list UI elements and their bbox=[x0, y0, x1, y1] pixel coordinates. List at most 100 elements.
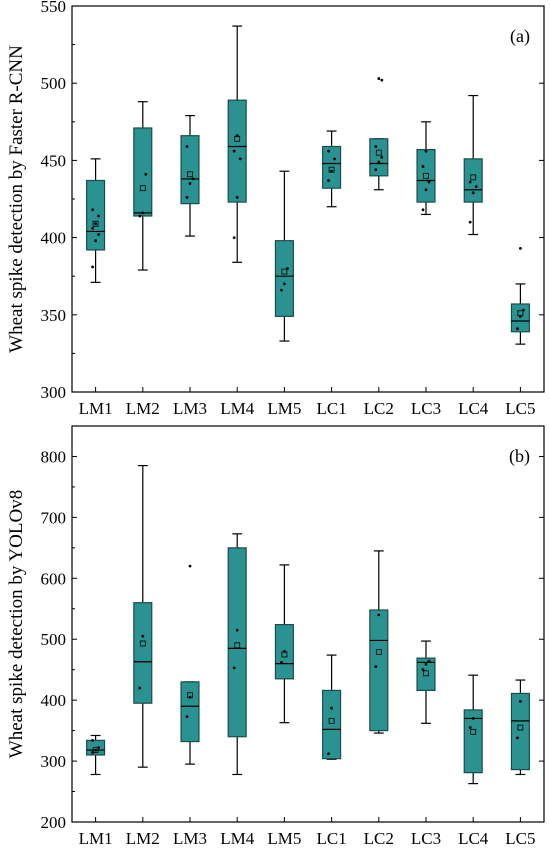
data-point bbox=[91, 208, 94, 212]
data-point bbox=[468, 220, 472, 224]
data-point bbox=[283, 650, 286, 653]
data-point bbox=[144, 172, 148, 176]
mean-marker bbox=[234, 642, 241, 649]
x-tick-label: LM2 bbox=[126, 829, 160, 848]
x-tick-label: LM1 bbox=[79, 829, 113, 848]
data-point bbox=[327, 752, 330, 756]
y-tick-label: 350 bbox=[41, 306, 67, 325]
y-tick-label: 500 bbox=[41, 630, 67, 649]
data-point bbox=[97, 233, 100, 236]
box-lc2 bbox=[369, 550, 389, 734]
data-point bbox=[374, 168, 378, 172]
mean-marker bbox=[470, 174, 477, 181]
iqr-box bbox=[180, 135, 200, 205]
x-tick-label: LM3 bbox=[173, 829, 207, 848]
x-tick-label: LC2 bbox=[364, 399, 394, 418]
box-lc5 bbox=[510, 679, 530, 776]
data-point bbox=[94, 239, 97, 243]
panel-b-yolov8: 200 300 400 500 600 700 800 Wheat spike detecti… bbox=[6, 425, 545, 848]
x-tick-label: LM3 bbox=[173, 399, 207, 418]
data-point bbox=[188, 695, 192, 699]
data-point bbox=[235, 196, 239, 199]
data-point bbox=[94, 748, 97, 752]
x-tick-label: LC5 bbox=[505, 399, 535, 418]
data-point bbox=[468, 726, 472, 729]
box-lc4 bbox=[463, 674, 483, 785]
box-lm2 bbox=[133, 101, 153, 271]
y-axis-title: Wheat spike detection by YOLOv8 bbox=[6, 490, 27, 758]
data-point bbox=[522, 308, 525, 312]
box-lc1 bbox=[322, 654, 342, 760]
x-tick-label: LM5 bbox=[267, 829, 301, 848]
y-tick-label: 700 bbox=[41, 508, 67, 527]
data-point bbox=[232, 149, 236, 153]
x-tick-label: LM4 bbox=[220, 829, 255, 848]
x-tick-label: LC3 bbox=[411, 399, 441, 418]
mean-marker bbox=[375, 149, 382, 156]
x-tick-label: LM2 bbox=[126, 399, 160, 418]
panel-label: (a) bbox=[510, 26, 530, 47]
data-point bbox=[94, 222, 97, 226]
data-point bbox=[424, 188, 428, 192]
box-lc3 bbox=[416, 640, 436, 724]
x-tick-label: LM4 bbox=[220, 399, 255, 418]
data-point bbox=[427, 659, 431, 663]
box-lm4 bbox=[227, 533, 247, 776]
iqr-box bbox=[416, 657, 436, 692]
data-point bbox=[424, 149, 428, 153]
data-point bbox=[330, 706, 333, 710]
plot-frame bbox=[71, 425, 545, 823]
data-point bbox=[91, 751, 94, 754]
x-tick-label: LC3 bbox=[411, 829, 441, 848]
iqr-box bbox=[369, 609, 389, 732]
box-lm3 bbox=[180, 115, 200, 237]
iqr-box bbox=[180, 681, 200, 743]
data-point bbox=[333, 157, 336, 161]
data-point bbox=[374, 665, 378, 669]
outlier-point bbox=[188, 564, 192, 568]
mean-marker bbox=[92, 747, 99, 754]
data-point bbox=[97, 214, 100, 218]
y-axis-title: Wheat spike detection by Faster R-CNN bbox=[6, 45, 27, 353]
x-tick-label: LC5 bbox=[505, 829, 535, 848]
data-point bbox=[468, 180, 472, 184]
iqr-box bbox=[369, 138, 389, 177]
data-point bbox=[516, 736, 519, 740]
y-tick-label: 800 bbox=[41, 447, 67, 466]
iqr-box bbox=[227, 547, 247, 738]
data-point bbox=[374, 145, 378, 148]
data-point bbox=[327, 149, 330, 153]
x-tick-label: LC4 bbox=[458, 829, 489, 848]
box-lm3 bbox=[180, 564, 200, 765]
iqr-box bbox=[227, 99, 247, 203]
data-point bbox=[185, 145, 189, 148]
data-point bbox=[141, 634, 145, 638]
data-point bbox=[238, 157, 242, 161]
data-point bbox=[232, 666, 236, 670]
iqr-box bbox=[463, 158, 483, 203]
y-tick-label: 550 bbox=[41, 0, 67, 16]
data-point bbox=[427, 180, 431, 184]
x-tick-label: LM5 bbox=[267, 399, 301, 418]
box-lc5 bbox=[510, 247, 530, 345]
x-tick-label: LC4 bbox=[458, 399, 489, 418]
x-tick-label: LC1 bbox=[316, 399, 346, 418]
data-point bbox=[235, 134, 239, 138]
data-point bbox=[91, 226, 94, 230]
iqr-box bbox=[133, 127, 153, 217]
iqr-box bbox=[416, 148, 436, 203]
data-point bbox=[97, 746, 100, 750]
y-tick-label: 300 bbox=[41, 752, 67, 771]
box-lm1 bbox=[86, 734, 106, 776]
y-tick-label: 300 bbox=[41, 383, 67, 402]
box-lm5 bbox=[274, 564, 294, 724]
mean-marker bbox=[139, 640, 146, 647]
box-lc4 bbox=[463, 94, 483, 236]
y-tick-label: 200 bbox=[41, 813, 67, 832]
outlier-point bbox=[380, 78, 384, 82]
box-lm5 bbox=[274, 170, 294, 342]
iqr-box bbox=[133, 602, 153, 704]
data-point bbox=[330, 169, 333, 173]
y-tick-label: 500 bbox=[41, 74, 67, 93]
